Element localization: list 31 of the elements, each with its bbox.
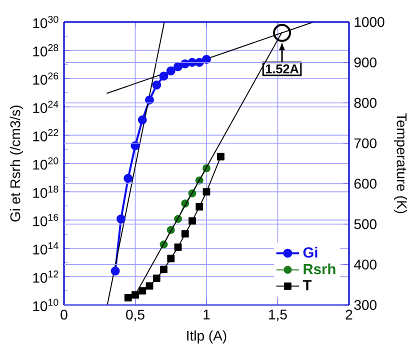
y-tick-label: 10$^{18}$ [33,186,58,198]
y2-tick-label: 700 [354,138,377,148]
y-tick-label: 10$^{30}$ [33,16,58,28]
x-tick-label: 2 [346,310,352,320]
y2-axis-title: Temperature (K) [394,113,408,214]
y-tick-label: 10$^{12}$ [33,270,58,283]
y2-tick-label: 500 [354,219,377,230]
y2-tick-label: 300 [354,300,377,310]
y-tick-label: 10$^{24}$ [33,100,58,114]
legend-label: Rsrh [304,264,336,274]
x-tick-label: 0,5 [126,310,144,322]
y-tick-label: 10$^{26}$ [33,72,58,85]
y2-tick-label: 400 [354,260,377,270]
x-axis-title: Itlp (A) [187,330,226,344]
y-tick-label: 10$^{10}$ [33,298,58,312]
y-tick-label: 10$^{20}$ [33,157,58,170]
y2-tick-label: 800 [354,98,377,108]
y-tick-label: 10$^{14}$ [33,242,58,255]
y-tick-label: 10$^{22}$ [33,129,58,142]
y2-tick-label: 600 [354,178,377,189]
legend-label: T [302,280,312,290]
x-tick-label: 1 [204,310,210,320]
legend-label: Gi [303,246,318,258]
x-tick-label: 1,5 [269,310,287,322]
y-tick-label: 10$^{28}$ [33,44,58,56]
x-tick-label: 0 [60,310,68,320]
y2-tick-label: 1000 [354,17,384,28]
annotation: 1.52A [266,64,299,74]
y-tick-label: 10$^{16}$ [33,214,58,226]
y2-tick-label: 900 [354,58,377,68]
y-axis-title: Gi et Rsrh (/cm3/s) [10,106,24,222]
